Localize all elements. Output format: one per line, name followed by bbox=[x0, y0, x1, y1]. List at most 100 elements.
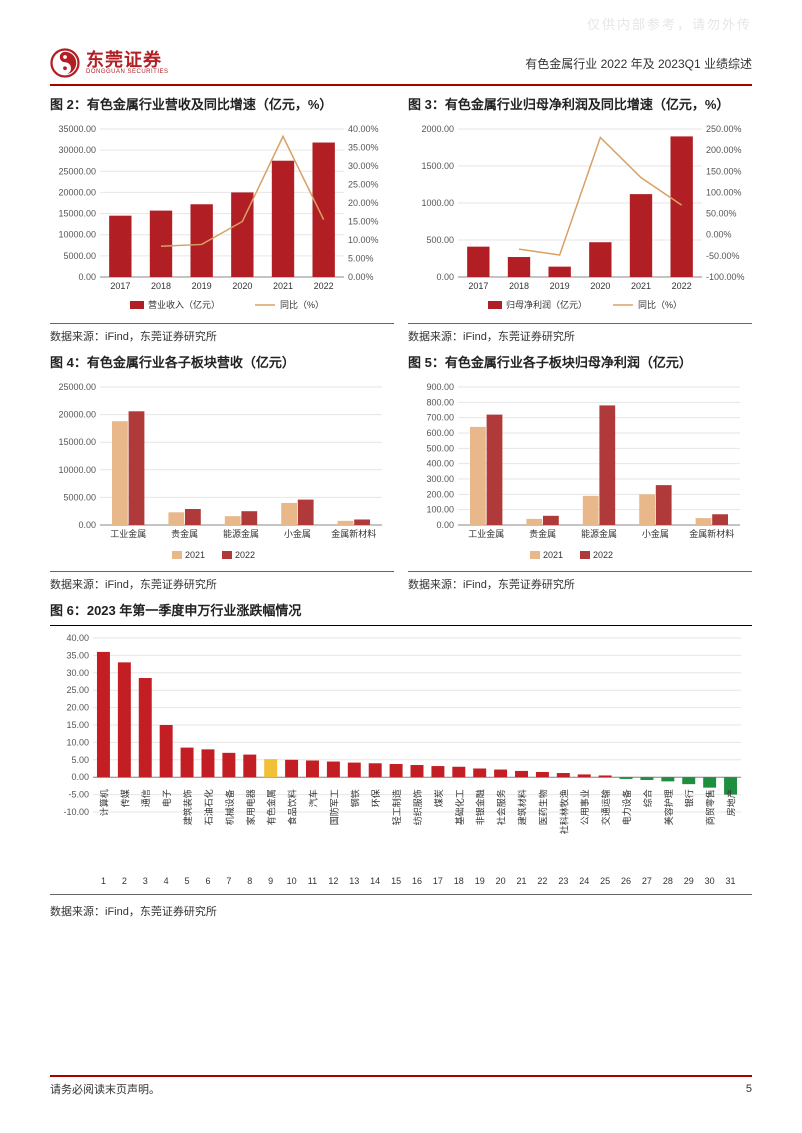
svg-text:2022: 2022 bbox=[314, 281, 334, 291]
svg-text:50.00%: 50.00% bbox=[706, 209, 737, 219]
svg-text:2018: 2018 bbox=[509, 281, 529, 291]
svg-text:2021: 2021 bbox=[273, 281, 293, 291]
svg-text:同比（%）: 同比（%） bbox=[280, 299, 324, 310]
watermark: 仅供内部参考，请勿外传 bbox=[587, 14, 752, 33]
svg-text:150.00%: 150.00% bbox=[706, 166, 742, 176]
svg-text:25.00: 25.00 bbox=[66, 685, 89, 695]
svg-text:15000.00: 15000.00 bbox=[58, 209, 96, 219]
svg-text:15.00: 15.00 bbox=[66, 720, 89, 730]
svg-text:5: 5 bbox=[185, 876, 190, 886]
svg-text:4: 4 bbox=[164, 876, 169, 886]
svg-text:800.00: 800.00 bbox=[426, 397, 454, 407]
svg-text:100.00: 100.00 bbox=[426, 505, 454, 515]
chart5-svg: 0.00100.00200.00300.00400.00500.00600.00… bbox=[408, 377, 752, 567]
svg-text:0.00: 0.00 bbox=[78, 272, 96, 282]
svg-text:35.00: 35.00 bbox=[66, 650, 89, 660]
svg-text:2020: 2020 bbox=[232, 281, 252, 291]
svg-text:交通运输: 交通运输 bbox=[600, 789, 611, 825]
source-prefix: 数据来源： bbox=[408, 579, 463, 591]
source-prefix: 数据来源： bbox=[408, 331, 463, 343]
svg-text:25: 25 bbox=[600, 876, 610, 886]
svg-text:银行: 银行 bbox=[684, 789, 695, 807]
svg-text:27: 27 bbox=[642, 876, 652, 886]
svg-text:小金属: 小金属 bbox=[284, 528, 311, 539]
svg-text:能源金属: 能源金属 bbox=[581, 528, 617, 539]
chart6-top-rule bbox=[50, 625, 752, 626]
svg-text:500.00: 500.00 bbox=[426, 443, 454, 453]
chart6-svg: -10.00-5.000.005.0010.0015.0020.0025.003… bbox=[50, 630, 752, 890]
svg-text:15: 15 bbox=[391, 876, 401, 886]
chart6-title: 图 6：2023 年第一季度申万行业涨跌幅情况 bbox=[50, 600, 752, 619]
svg-text:汽车: 汽车 bbox=[307, 789, 318, 807]
svg-text:10.00: 10.00 bbox=[66, 737, 89, 747]
svg-text:35.00%: 35.00% bbox=[348, 143, 379, 153]
svg-text:26: 26 bbox=[621, 876, 631, 886]
svg-text:0.00: 0.00 bbox=[436, 520, 454, 530]
svg-text:5.00%: 5.00% bbox=[348, 254, 374, 264]
svg-text:纺织服饰: 纺织服饰 bbox=[412, 789, 423, 825]
svg-text:200.00: 200.00 bbox=[426, 489, 454, 499]
svg-text:-5.00: -5.00 bbox=[68, 790, 89, 800]
chart6-source: 数据来源：iFind，东莞证券研究所 bbox=[50, 899, 752, 919]
svg-text:家用电器: 家用电器 bbox=[245, 789, 256, 825]
footer-page-number: 5 bbox=[746, 1083, 752, 1095]
svg-text:30000.00: 30000.00 bbox=[58, 145, 96, 155]
svg-text:700.00: 700.00 bbox=[426, 413, 454, 423]
chart2-title: 图 2：有色金属行业营收及同比增速（亿元，%） bbox=[50, 94, 394, 113]
svg-text:23: 23 bbox=[558, 876, 568, 886]
svg-text:能源金属: 能源金属 bbox=[223, 528, 259, 539]
svg-text:40.00: 40.00 bbox=[66, 633, 89, 643]
svg-text:10: 10 bbox=[287, 876, 297, 886]
footer-rule bbox=[50, 1075, 752, 1077]
chart4-svg: 0.005000.0010000.0015000.0020000.0025000… bbox=[50, 377, 394, 567]
svg-text:3: 3 bbox=[143, 876, 148, 886]
svg-text:小金属: 小金属 bbox=[642, 528, 669, 539]
svg-text:600.00: 600.00 bbox=[426, 428, 454, 438]
svg-text:0.00: 0.00 bbox=[71, 772, 89, 782]
logo-en: DONGGUAN SECURITIES bbox=[86, 69, 169, 75]
svg-text:13: 13 bbox=[349, 876, 359, 886]
svg-text:2021: 2021 bbox=[185, 550, 205, 560]
svg-text:25000.00: 25000.00 bbox=[58, 382, 96, 392]
svg-text:0.00: 0.00 bbox=[78, 520, 96, 530]
logo-swirl-icon bbox=[50, 48, 80, 78]
svg-text:石油石化: 石油石化 bbox=[203, 789, 214, 825]
svg-text:0.00: 0.00 bbox=[436, 272, 454, 282]
svg-text:电子: 电子 bbox=[161, 789, 172, 807]
chart4-title: 图 4：有色金属行业各子板块营收（亿元） bbox=[50, 352, 394, 371]
svg-text:贵金属: 贵金属 bbox=[171, 528, 198, 539]
svg-text:30.00%: 30.00% bbox=[348, 161, 379, 171]
svg-text:9: 9 bbox=[268, 876, 273, 886]
svg-text:社会服务: 社会服务 bbox=[496, 789, 507, 825]
source-text: iFind，东莞证券研究所 bbox=[105, 906, 217, 918]
header-rule bbox=[50, 84, 752, 86]
svg-text:5000.00: 5000.00 bbox=[63, 251, 96, 261]
source-prefix: 数据来源： bbox=[50, 579, 105, 591]
source-text: iFind，东莞证券研究所 bbox=[105, 331, 217, 343]
svg-text:0.00%: 0.00% bbox=[348, 272, 374, 282]
svg-text:-100.00%: -100.00% bbox=[706, 272, 745, 282]
svg-text:300.00: 300.00 bbox=[426, 474, 454, 484]
svg-text:非银金融: 非银金融 bbox=[475, 789, 486, 825]
svg-text:美容护理: 美容护理 bbox=[663, 789, 674, 825]
svg-text:2019: 2019 bbox=[550, 281, 570, 291]
svg-text:国防军工: 国防军工 bbox=[328, 789, 339, 825]
source-text: iFind，东莞证券研究所 bbox=[105, 579, 217, 591]
svg-text:19: 19 bbox=[475, 876, 485, 886]
svg-text:传媒: 传媒 bbox=[119, 789, 130, 807]
svg-text:16: 16 bbox=[412, 876, 422, 886]
svg-text:10000.00: 10000.00 bbox=[58, 230, 96, 240]
svg-text:贵金属: 贵金属 bbox=[529, 528, 556, 539]
svg-text:电力设备: 电力设备 bbox=[621, 789, 632, 825]
svg-text:公用事业: 公用事业 bbox=[579, 789, 590, 825]
svg-text:5000.00: 5000.00 bbox=[63, 492, 96, 502]
chart2-svg: 0.005000.0010000.0015000.0020000.0025000… bbox=[50, 119, 394, 319]
svg-text:房地产: 房地产 bbox=[726, 789, 737, 816]
svg-text:-10.00: -10.00 bbox=[63, 807, 89, 817]
svg-text:工业金属: 工业金属 bbox=[110, 528, 146, 539]
svg-text:商贸零售: 商贸零售 bbox=[705, 789, 716, 825]
svg-text:0.00%: 0.00% bbox=[706, 230, 732, 240]
svg-text:28: 28 bbox=[663, 876, 673, 886]
svg-text:2018: 2018 bbox=[151, 281, 171, 291]
svg-text:轻工制造: 轻工制造 bbox=[391, 789, 402, 825]
